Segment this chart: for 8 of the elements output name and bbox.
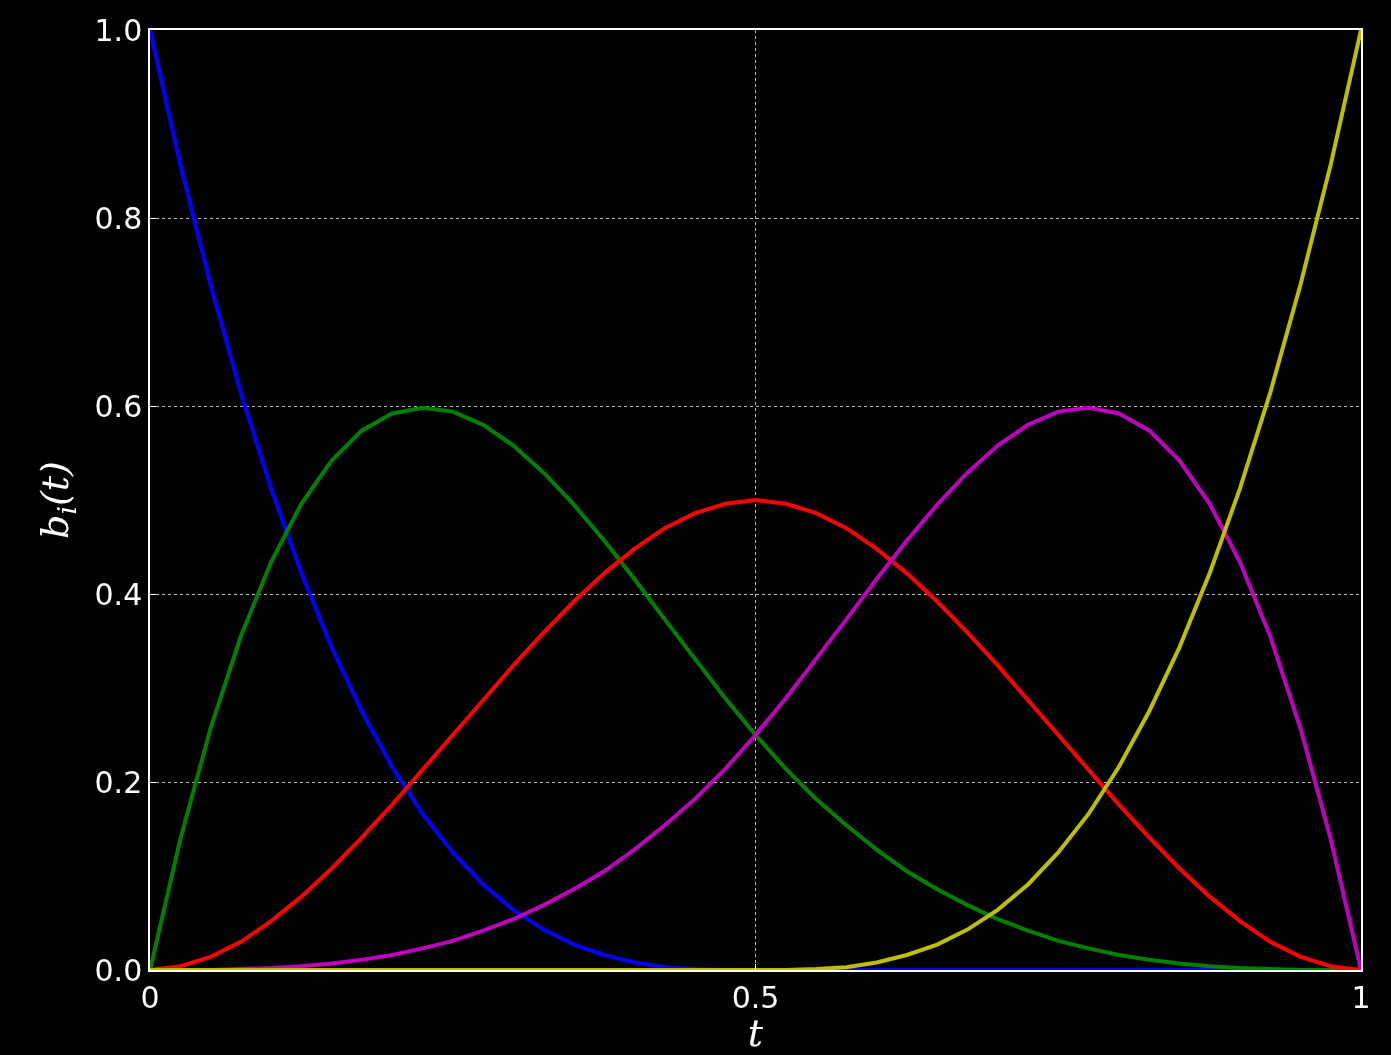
y-tick-label: 0.6 xyxy=(94,388,143,424)
y-tick-label: 0.4 xyxy=(94,576,143,612)
y-tick-label: 0.8 xyxy=(94,200,143,236)
y-tick-label: 0.0 xyxy=(94,952,143,988)
y-tick-label: 1.0 xyxy=(94,12,143,48)
y-tick-label: 0.2 xyxy=(94,764,143,800)
x-tick-label: 0 xyxy=(140,979,160,1015)
x-tick-label: 1 xyxy=(1351,979,1371,1015)
